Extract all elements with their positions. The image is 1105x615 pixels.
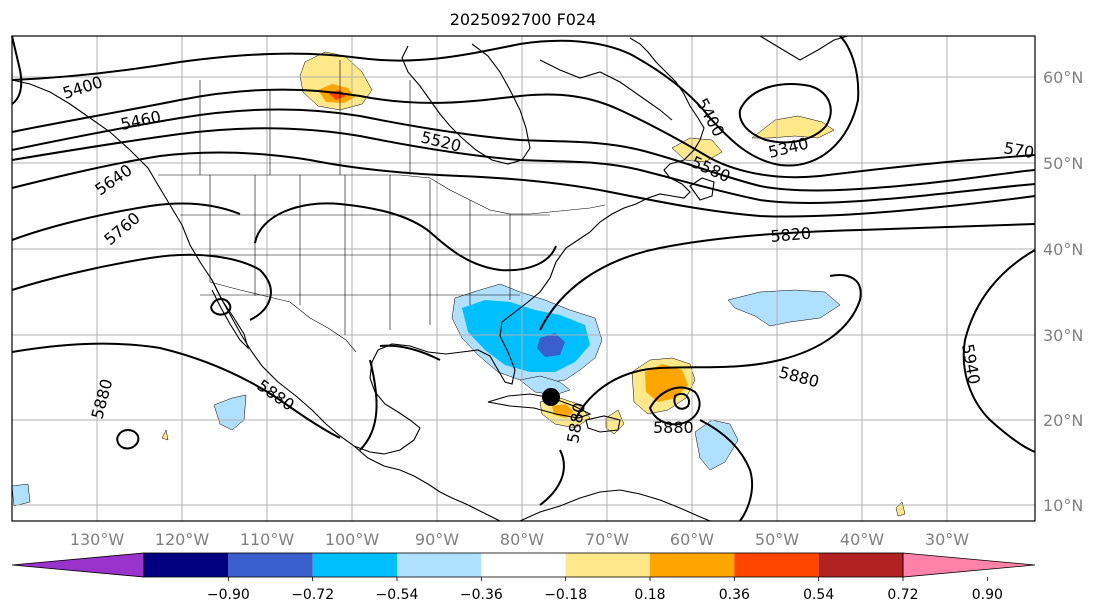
contour-small-closed-2: [210, 298, 232, 316]
contour-5820: [539, 223, 1036, 331]
longitude-axis: 130°W 120°W 110°W 100°W 90°W 80°W 70°W 6…: [70, 530, 969, 549]
contour-5820-west: [11, 253, 272, 321]
location-marker: [542, 388, 560, 406]
colorbar-tick-label: 0.90: [972, 587, 1003, 603]
colorbar-tick-label: 0.18: [634, 587, 665, 603]
anomaly-atlantic-blue-1: [727, 289, 841, 327]
anomaly-southeast-us-dark: [537, 333, 565, 357]
contour-5580: [11, 127, 1036, 204]
contour-west-low: [11, 35, 23, 105]
contour-5940: [962, 249, 1036, 453]
contour-labrador-low: [738, 83, 832, 144]
anomaly-pacific-blue-2: [11, 483, 31, 507]
colorbar-tick-label: −0.90: [207, 587, 250, 603]
anomaly-atlantic-orange: [645, 364, 688, 402]
colorbar-segment: [481, 553, 566, 577]
colorbar-tick-label: −0.54: [376, 587, 419, 603]
colorbar-extend-max: [902, 552, 1036, 578]
cuba-coast: [487, 393, 592, 419]
colorbar-extend-min: [11, 552, 145, 578]
lat-tick-label: 60°N: [1043, 68, 1083, 87]
lat-tick-label: 10°N: [1043, 496, 1083, 515]
colorbar-segment: [734, 553, 819, 577]
colorbar-segment: [228, 553, 313, 577]
colorbar-segment: [397, 553, 482, 577]
contour-small-closed-1: [116, 429, 140, 450]
lon-tick-label: 90°W: [415, 530, 459, 549]
lat-tick-label: 40°N: [1043, 240, 1083, 259]
lon-tick-label: 80°W: [500, 530, 544, 549]
colorbar-tick-label: −0.18: [544, 587, 587, 603]
hispaniola-coast: [585, 415, 621, 433]
colorbar-segment: [144, 553, 229, 577]
latitude-axis: 60°N 50°N 40°N 30°N 20°N 10°N: [1043, 68, 1083, 515]
central-america-coast: [353, 445, 501, 522]
colorbar-tick-label: 0.54: [803, 587, 834, 603]
contour-5880-low-inner: [673, 392, 690, 410]
height-contours: [11, 35, 1036, 522]
lat-tick-label: 20°N: [1043, 411, 1083, 430]
anomaly-small-yellow-1: [161, 429, 169, 441]
lon-tick-label: 60°W: [670, 530, 714, 549]
colorbar-tick-label: 0.72: [887, 587, 918, 603]
lon-tick-label: 30°W: [925, 530, 969, 549]
colorbar-outline: [143, 552, 904, 578]
lon-tick-label: 50°W: [755, 530, 799, 549]
colorbar-tick-label: −0.72: [291, 587, 334, 603]
lat-tick-label: 30°N: [1043, 326, 1083, 345]
us-canada-border: [158, 174, 606, 215]
map-panel: 5400 5460 5520 5640 5760 5400 5580 5340 …: [11, 35, 1036, 522]
contour-5880-south: [539, 419, 754, 522]
contour-5880-atlantic: [574, 274, 862, 421]
map-title: 2025092700 F024: [450, 10, 597, 29]
contour-5880-gulf: [11, 342, 341, 439]
political-borders: [158, 60, 606, 353]
lon-tick-label: 100°W: [325, 530, 380, 549]
contour-5460: [11, 88, 1036, 179]
contour-5520: [11, 108, 1036, 192]
graticule: [12, 36, 1035, 521]
us-states-grid: [180, 175, 560, 335]
colorbar-tick-label: 0.36: [719, 587, 750, 603]
colorbar: −0.90 −0.72 −0.54 −0.36 −0.18 0.18 0.36 0.54 0.7…: [11, 552, 1036, 603]
lon-tick-label: 40°W: [840, 530, 884, 549]
anomaly-caribbean-blue: [519, 375, 571, 396]
colorbar-segment: [650, 553, 735, 577]
coastlines: [11, 35, 849, 522]
lon-tick-label: 110°W: [240, 530, 295, 549]
colorbar-segment: [312, 553, 397, 577]
anomaly-caribbean-yellow-2: [605, 409, 625, 435]
us-mexico-border: [209, 281, 357, 353]
colorbar-segment: [565, 553, 650, 577]
hudson-bay-coast: [401, 43, 531, 165]
baffin-coast: [539, 59, 673, 121]
canada-provinces: [199, 60, 411, 175]
baja-coast: [211, 279, 250, 350]
anomaly-atlantic-blue-2: [694, 419, 739, 471]
contour-label: 5820: [770, 224, 812, 246]
contour-5880-caribbean: [359, 344, 441, 451]
greenland-coast: [759, 35, 849, 61]
contour-5760: [11, 202, 241, 241]
lon-tick-label: 70°W: [585, 530, 629, 549]
contour-5400: [11, 35, 860, 167]
lon-tick-label: 120°W: [155, 530, 210, 549]
map-background: [12, 36, 1035, 521]
contour-5640: [11, 151, 1036, 218]
lon-tick-label: 130°W: [70, 530, 125, 549]
anomaly-greenland-sea-yellow: [751, 115, 835, 139]
lat-tick-label: 50°N: [1043, 154, 1083, 173]
colorbar-segment: [818, 553, 903, 577]
south-america-coast: [519, 489, 711, 522]
contour-5880-low: [648, 386, 701, 426]
map-frame: [11, 35, 1036, 522]
contour-5880-ridge: [254, 202, 557, 272]
colorbar-tick-label: −0.36: [460, 587, 503, 603]
contour-label: 5880: [653, 418, 694, 437]
